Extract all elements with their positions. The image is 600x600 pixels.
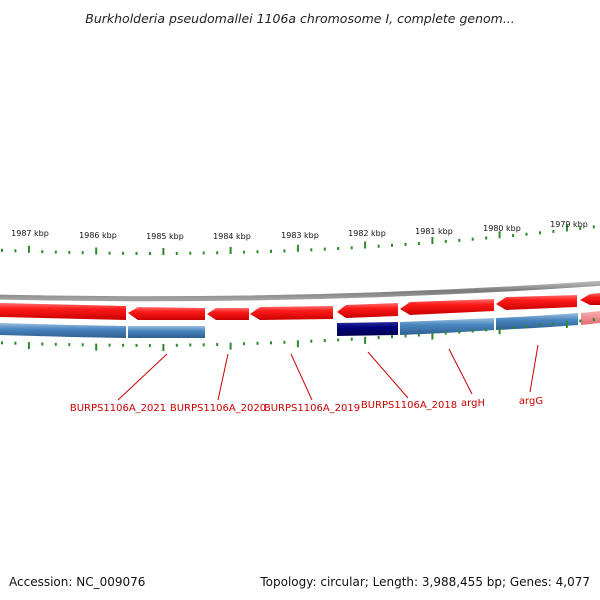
leader-line-argh	[448, 348, 473, 395]
gene-feature-argg-plus[interactable]	[496, 295, 577, 310]
gene-feature-burps1106a-2020-plus[interactable]	[128, 307, 205, 320]
gene-label-burps1106a-2019[interactable]: BURPS1106A_2019	[264, 403, 360, 414]
gene-feature-burps1106a-2019-a-plus[interactable]	[207, 308, 249, 320]
scale-labels: 1987 kbp 1986 kbp 1985 kbp 1984 kbp 1983…	[11, 220, 588, 241]
gene-feature-burps1106a-2021-plus[interactable]	[0, 303, 126, 320]
gene-feature-burps1106a-2019-b-plus[interactable]	[250, 306, 333, 320]
gene-feature-next-plus[interactable]	[580, 293, 600, 305]
plus-strand-track	[0, 293, 600, 320]
leader-line-burps1106a-2019	[290, 353, 313, 401]
gene-feature-argh-minus[interactable]	[400, 318, 494, 335]
gene-leader-lines	[117, 344, 539, 401]
leader-line-burps1106a-2018	[367, 351, 409, 399]
gene-feature-burps1106a-2018-highlight[interactable]	[337, 322, 398, 336]
gene-label-argh[interactable]: argH	[461, 398, 485, 409]
leader-line-argg	[529, 344, 539, 393]
gene-feature-burps1106a-2018-plus[interactable]	[337, 303, 398, 318]
gene-label-argg[interactable]: argG	[519, 396, 543, 407]
gene-labels: BURPS1106A_2021 BURPS1106A_2020 BURPS110…	[70, 396, 543, 414]
accession-text: Accession: NC_009076	[9, 575, 146, 589]
tick-label-1984: 1984 kbp	[213, 232, 251, 241]
tick-label-1979: 1979 kbp	[550, 220, 588, 229]
lower-tick-row	[1, 318, 595, 351]
gene-feature-argg-minus[interactable]	[496, 313, 578, 330]
tick-label-1986: 1986 kbp	[79, 231, 117, 240]
gene-label-burps1106a-2018[interactable]: BURPS1106A_2018	[361, 400, 457, 411]
gene-feature-next-minus[interactable]	[581, 311, 600, 325]
gene-feature-burps1106a-2021-minus[interactable]	[0, 323, 126, 338]
tick-label-1980: 1980 kbp	[483, 224, 521, 233]
gene-feature-argh-plus[interactable]	[400, 299, 494, 315]
tick-label-1982: 1982 kbp	[348, 229, 386, 238]
genome-title: Burkholderia pseudomallei 1106a chromoso…	[85, 11, 515, 26]
chromosome-backbone	[0, 280, 600, 302]
tick-label-1987: 1987 kbp	[11, 229, 49, 238]
gene-label-burps1106a-2020[interactable]: BURPS1106A_2020	[170, 403, 266, 414]
leader-line-burps1106a-2020	[217, 353, 229, 401]
upper-tick-row	[1, 224, 595, 255]
tick-label-1981: 1981 kbp	[415, 227, 453, 236]
minus-strand-track	[0, 311, 600, 338]
gene-label-burps1106a-2021[interactable]: BURPS1106A_2021	[70, 403, 166, 414]
gene-feature-burps1106a-2020-minus[interactable]	[128, 326, 205, 338]
tick-label-1983: 1983 kbp	[281, 231, 319, 240]
genome-summary-text: Topology: circular; Length: 3,988,455 bp…	[260, 575, 590, 589]
tick-label-1985: 1985 kbp	[146, 232, 184, 241]
leader-line-burps1106a-2021	[117, 353, 168, 401]
